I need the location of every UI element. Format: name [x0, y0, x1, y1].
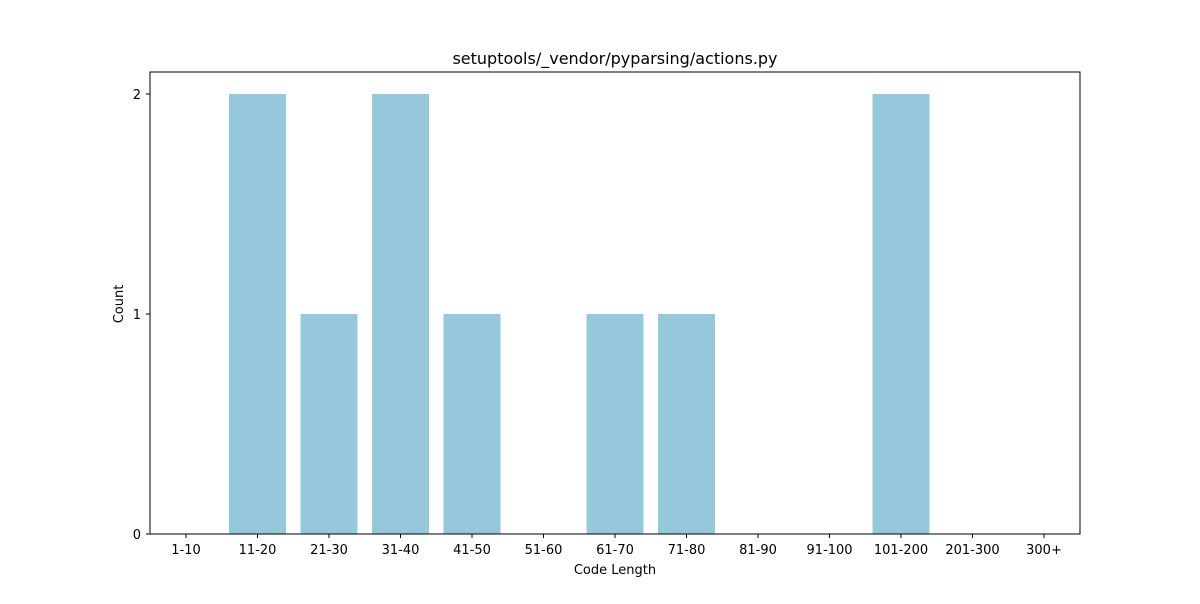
x-tick-label: 51-60: [525, 543, 563, 558]
x-tick-label: 31-40: [382, 543, 420, 558]
x-tick-label: 71-80: [668, 543, 706, 558]
bar-21-30: [301, 314, 358, 534]
x-tick-label: 300+: [1026, 543, 1062, 558]
x-tick-label: 61-70: [596, 543, 634, 558]
chart-title: setuptools/_vendor/pyparsing/actions.py: [452, 49, 777, 69]
x-tick-label: 11-20: [239, 543, 277, 558]
x-tick-label: 1-10: [171, 543, 201, 558]
x-tick-label: 81-90: [739, 543, 777, 558]
x-axis-label: Code Length: [574, 563, 656, 578]
x-tick-label: 101-200: [874, 543, 928, 558]
y-ticks-group: 0 1 2: [133, 88, 150, 543]
bars-group: [229, 94, 930, 534]
bar-31-40: [372, 94, 429, 534]
y-tick-label: 0: [133, 528, 141, 543]
bar-101-200: [873, 94, 930, 534]
bar-41-50: [444, 314, 501, 534]
bar-61-70: [587, 314, 644, 534]
y-tick-label: 2: [133, 88, 141, 103]
y-tick-label: 1: [133, 308, 141, 323]
x-tick-label: 41-50: [453, 543, 491, 558]
x-ticks-group: 1-10 11-20 21-30 31-40 41-50 51-60 61-70 71-80 8…: [171, 534, 1062, 558]
bar-71-80: [658, 314, 715, 534]
x-tick-label: 201-300: [945, 543, 999, 558]
y-axis-label: Count: [112, 285, 127, 324]
x-tick-label: 21-30: [310, 543, 348, 558]
x-tick-label: 91-100: [806, 543, 852, 558]
bar-11-20: [229, 94, 286, 534]
